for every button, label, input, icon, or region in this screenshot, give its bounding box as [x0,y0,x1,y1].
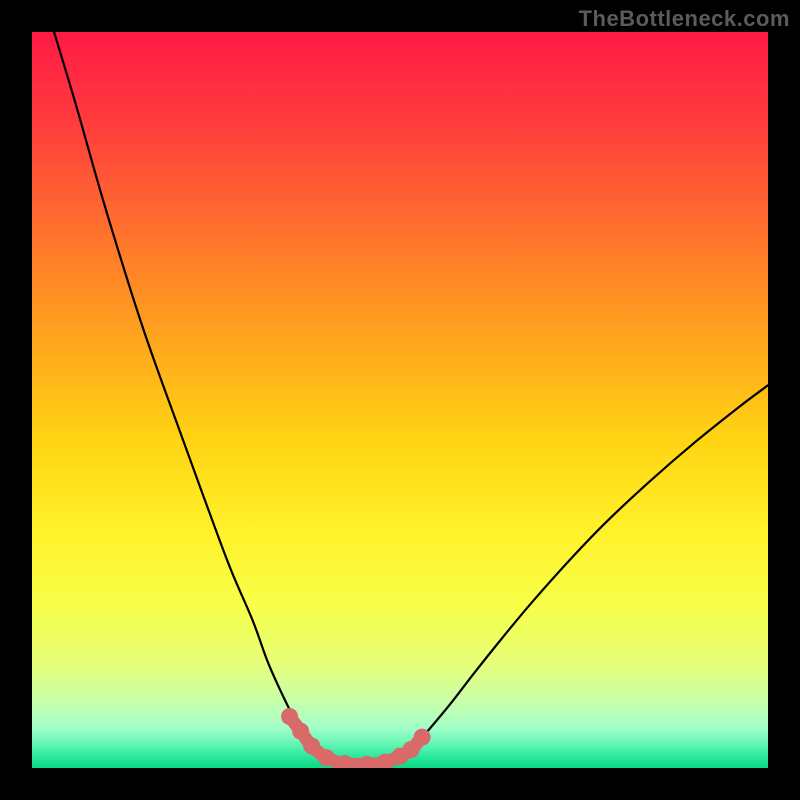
plot-area [32,32,768,768]
highlight-marker [414,729,431,746]
chart-container: TheBottleneck.com [0,0,800,800]
highlight-marker [303,737,320,754]
gradient-background [32,32,768,768]
highlight-marker [292,723,309,740]
highlight-marker [318,749,335,766]
watermark-text: TheBottleneck.com [579,6,790,32]
highlight-marker [281,708,298,725]
plot-svg [32,32,768,768]
